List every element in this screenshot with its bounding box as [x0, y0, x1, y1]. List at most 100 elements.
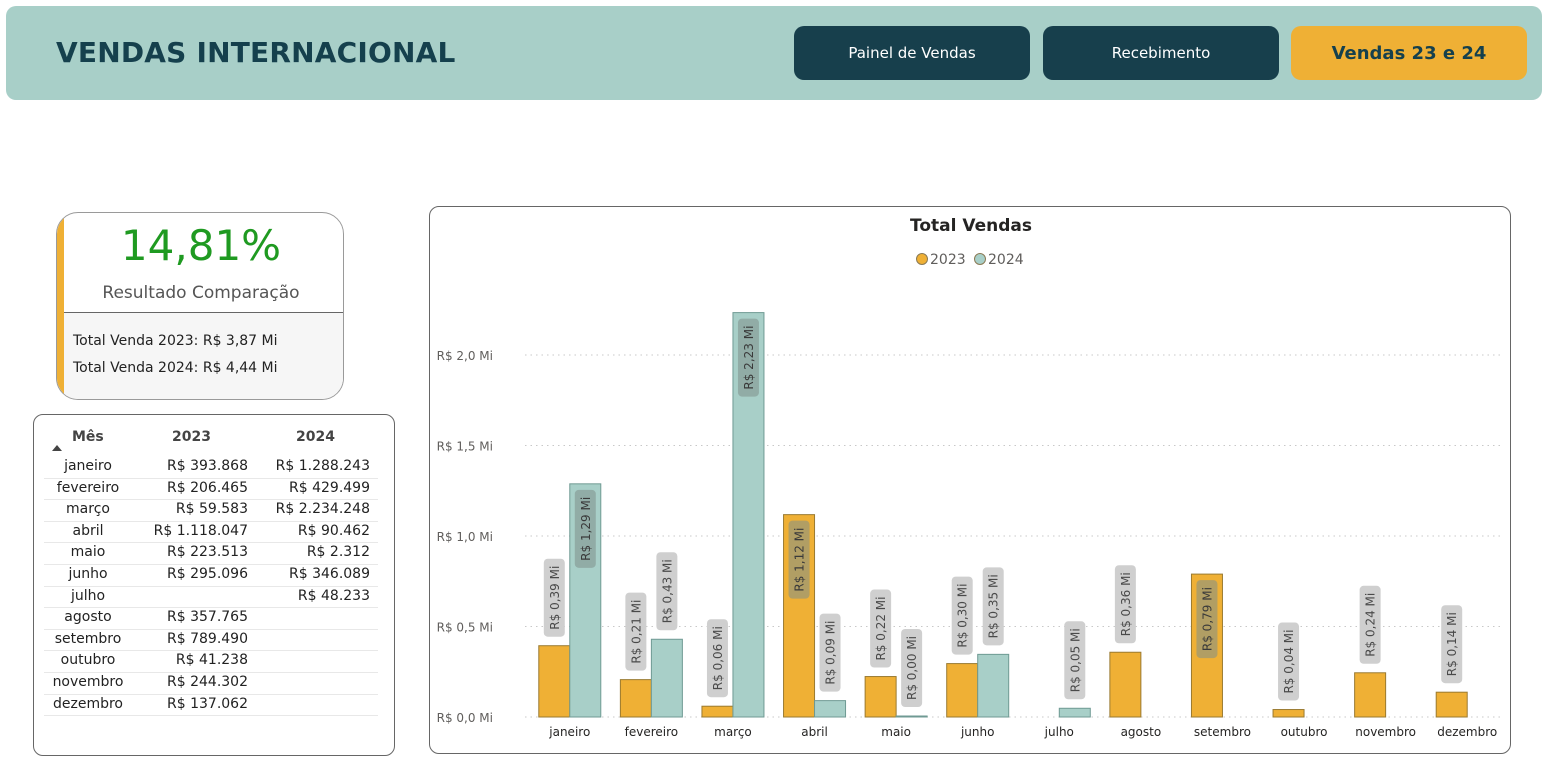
data-label-2024-janeiro: R$ 1,29 Mi — [574, 489, 596, 568]
x-tick-label: junho — [960, 725, 995, 739]
table-row: maio R$ 223.513 R$ 2.312 — [44, 543, 378, 565]
data-label-text: R$ 0,30 Mi — [956, 584, 970, 648]
x-tick-label: abril — [801, 725, 828, 739]
value-2024-cell: R$ 429.499 — [289, 479, 370, 496]
data-label-text: R$ 0,24 Mi — [1364, 593, 1378, 657]
data-label-text: R$ 0,05 Mi — [1068, 628, 1082, 692]
data-label-box — [1064, 621, 1086, 700]
table-row: agosto R$ 357.765 — [44, 608, 378, 630]
data-label-2023-junho: R$ 0,30 Mi — [951, 576, 973, 655]
data-label-2023-fevereiro: R$ 0,21 Mi — [625, 592, 647, 671]
data-label-text: R$ 0,79 Mi — [1200, 587, 1214, 651]
month-cell: abril — [72, 522, 104, 539]
month-cell: maio — [70, 544, 106, 561]
value-2024-cell: R$ 48.233 — [297, 587, 370, 604]
value-2023-cell: R$ 206.465 — [167, 479, 248, 496]
month-cell: novembro — [52, 674, 124, 690]
table-row: setembro R$ 789.490 — [44, 630, 378, 652]
month-cell: junho — [68, 566, 108, 582]
data-label-2023-abril: R$ 1,12 Mi — [788, 520, 810, 599]
bar-2024-fevereiro[interactable] — [650, 638, 683, 718]
table-row: janeiro R$ 393.868 R$ 1.288.243 — [44, 457, 378, 479]
x-tick-label: outubro — [1281, 725, 1328, 739]
data-label-box — [656, 552, 678, 631]
data-label-2023-maio: R$ 0,22 Mi — [870, 589, 892, 668]
month-cell: março — [66, 501, 110, 518]
data-label-text: R$ 0,39 Mi — [548, 566, 562, 630]
column-header-mes[interactable]: Mês — [72, 429, 104, 445]
bar-2023-maio[interactable] — [864, 676, 897, 718]
header-bar: VENDAS INTERNACIONAL Painel de Vendas Re… — [6, 6, 1542, 100]
bar-2023-março[interactable] — [701, 705, 734, 718]
data-label-text: R$ 1,29 Mi — [579, 497, 593, 561]
data-label-box — [819, 613, 841, 692]
value-2023-cell: R$ 789.490 — [167, 630, 248, 647]
x-tick-label: dezembro — [1437, 725, 1497, 739]
column-header-2024[interactable]: 2024 — [296, 429, 335, 445]
bar-2023-junho[interactable] — [946, 663, 979, 718]
bar-2023-janeiro[interactable] — [538, 645, 571, 718]
data-label-box — [870, 589, 892, 668]
monthly-sales-table: Mês 2023 2024 janeiro R$ 393.868 R$ 1.288.… — [33, 414, 395, 756]
bar-2024-julho[interactable] — [1058, 707, 1091, 718]
bar-2024-maio[interactable] — [895, 715, 928, 718]
bar-2023-novembro[interactable] — [1354, 672, 1387, 718]
data-label-text: R$ 1,12 Mi — [793, 528, 807, 592]
data-label-2023-outubro: R$ 0,04 Mi — [1278, 622, 1300, 701]
table-row: outubro R$ 41.238 — [44, 651, 378, 673]
table-row: março R$ 59.583 R$ 2.234.248 — [44, 500, 378, 522]
data-label-box — [1359, 585, 1381, 664]
table-row: junho R$ 295.096 R$ 346.089 — [44, 565, 378, 587]
chart-container: Total Vendas 2023 2024 R$ 0,0 Mi R$ 0,5 Mi… — [429, 206, 1511, 754]
bar-2024-junho[interactable] — [977, 653, 1010, 718]
data-label-text: R$ 0,43 Mi — [660, 559, 674, 623]
column-header-2023[interactable]: 2023 — [172, 429, 211, 445]
data-label-text: R$ 0,36 Mi — [1119, 572, 1133, 636]
data-label-text: R$ 0,09 Mi — [824, 621, 838, 685]
nav-button-recebimento[interactable]: Recebimento — [1043, 26, 1279, 80]
x-tick-label: maio — [881, 725, 911, 739]
data-label-box — [574, 489, 596, 568]
value-2024-cell: R$ 1.288.243 — [275, 458, 370, 474]
data-label-box — [951, 576, 973, 655]
kpi-card-footer — [64, 313, 343, 399]
value-2023-cell: R$ 357.765 — [167, 609, 248, 626]
kpi-divider — [64, 312, 343, 313]
data-label-box — [625, 592, 647, 671]
x-tick-label: janeiro — [548, 725, 590, 739]
kpi-total-2024: Total Venda 2024: R$ 4,44 Mi — [73, 360, 278, 376]
value-2024-cell: R$ 2.312 — [306, 544, 370, 561]
value-2024-cell: R$ 2.234.248 — [275, 501, 370, 518]
chart-legend[interactable]: 2023 2024 — [916, 252, 1024, 268]
data-label-box — [706, 619, 728, 698]
table-row: fevereiro R$ 206.465 R$ 429.499 — [44, 479, 378, 501]
sort-ascending-icon[interactable] — [52, 445, 62, 451]
kpi-percent: 14,81% — [120, 221, 282, 270]
data-label-text: R$ 0,00 Mi — [905, 636, 919, 700]
bar-2023-outubro[interactable] — [1272, 709, 1305, 718]
bar-2024-abril[interactable] — [814, 700, 847, 718]
bar-2023-agosto[interactable] — [1109, 651, 1142, 718]
nav-button-vendas-23-24[interactable]: Vendas 23 e 24 — [1291, 26, 1527, 80]
data-label-box — [1278, 622, 1300, 701]
data-label-2024-março: R$ 2,23 Mi — [737, 318, 759, 397]
page-title: VENDAS INTERNACIONAL — [56, 36, 456, 69]
y-tick-label: R$ 0,0 Mi — [437, 711, 493, 725]
legend-marker-2024 — [974, 253, 986, 265]
data-label-2024-maio: R$ 0,00 Mi — [901, 629, 923, 707]
x-tick-label: agosto — [1121, 725, 1162, 739]
bar-2023-fevereiro[interactable] — [619, 679, 652, 718]
data-label-text: R$ 2,23 Mi — [742, 326, 756, 390]
data-label-2024-fevereiro: R$ 0,43 Mi — [656, 552, 678, 631]
value-2024-cell: R$ 346.089 — [289, 566, 370, 582]
x-axis-labels: janeiro fevereiro março abril maio junho julho… — [548, 725, 1497, 739]
legend-label-2024: 2024 — [988, 252, 1024, 268]
month-cell: dezembro — [53, 695, 123, 712]
value-2023-cell: R$ 137.062 — [167, 695, 248, 712]
kpi-accent-bar — [57, 213, 64, 399]
chart-bars: R$ 0,39 Mi R$ 1,29 Mi R$ 0,21 Mi R$ 0,43 Mi… — [538, 312, 1468, 718]
nav-button-painel-vendas[interactable]: Painel de Vendas — [794, 26, 1030, 80]
legend-marker-2023 — [916, 253, 928, 265]
bar-2023-dezembro[interactable] — [1435, 691, 1468, 718]
data-label-2024-julho: R$ 0,05 Mi — [1064, 621, 1086, 700]
